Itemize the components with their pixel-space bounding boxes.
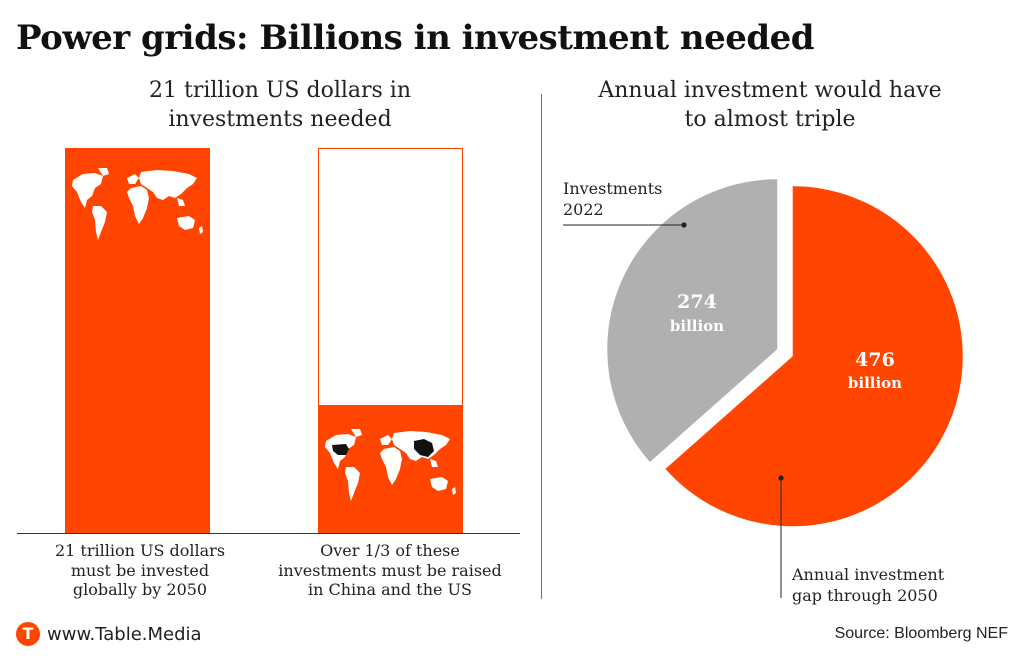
right-panel-title: Annual investment would have to almost t… <box>560 76 980 134</box>
caption-line: Over 1/3 of these <box>320 541 460 560</box>
pie-slice-investments-2022 <box>607 179 778 462</box>
world-map-icon-highlighted <box>325 429 456 501</box>
annotation-gap-line2: gap through 2050 <box>792 586 938 605</box>
slice-value-investments: 274 <box>677 291 717 313</box>
leader-dot-gap <box>778 475 784 481</box>
panel-divider <box>541 94 542 599</box>
left-panel-title-line2: investments needed <box>168 107 392 132</box>
caption-line: 21 trillion US dollars <box>54 541 226 560</box>
right-panel-title-line2: to almost triple <box>684 107 856 132</box>
slice-unit-investments: billion <box>670 317 724 335</box>
left-panel-title-line1: 21 trillion US dollars in <box>148 78 412 103</box>
bar-global-caption: 21 trillion US dollars must be invested … <box>20 541 260 600</box>
footer-brand: T www.Table.Media <box>16 622 202 646</box>
slice-unit-gap: billion <box>848 374 902 392</box>
caption-line: must be invested <box>70 560 210 580</box>
bar-china-us-caption: Over 1/3 of these investments must be ra… <box>255 541 525 600</box>
site-link[interactable]: www.Table.Media <box>47 623 202 645</box>
right-panel-title-line1: Annual investment would have <box>598 78 942 103</box>
left-panel-title: 21 trillion US dollars in investments ne… <box>60 76 500 134</box>
slice-value-gap: 476 <box>855 349 895 371</box>
caption-line: investments must be raised <box>278 560 502 580</box>
china-region <box>414 439 434 457</box>
bar-china-us-share <box>318 405 463 534</box>
caption-line: globally by 2050 <box>72 580 208 599</box>
pie-slice-investment-gap <box>665 186 963 527</box>
leader-dot-investments <box>681 222 687 228</box>
source-note: Source: Bloomberg NEF <box>834 625 1008 642</box>
annotation-investments-line2: 2022 <box>563 200 604 219</box>
caption-line: in China and the US <box>307 580 472 599</box>
world-map-icon <box>72 168 203 240</box>
annotation-investments-line1: Investments <box>563 179 662 198</box>
bar-global <box>65 148 210 534</box>
annotation-gap-line1: Annual investment <box>791 565 945 584</box>
chart-title: Power grids: Billions in investment need… <box>16 18 815 58</box>
usa-region <box>332 444 349 455</box>
bar-baseline <box>17 533 520 534</box>
table-media-logo-icon: T <box>16 622 40 646</box>
